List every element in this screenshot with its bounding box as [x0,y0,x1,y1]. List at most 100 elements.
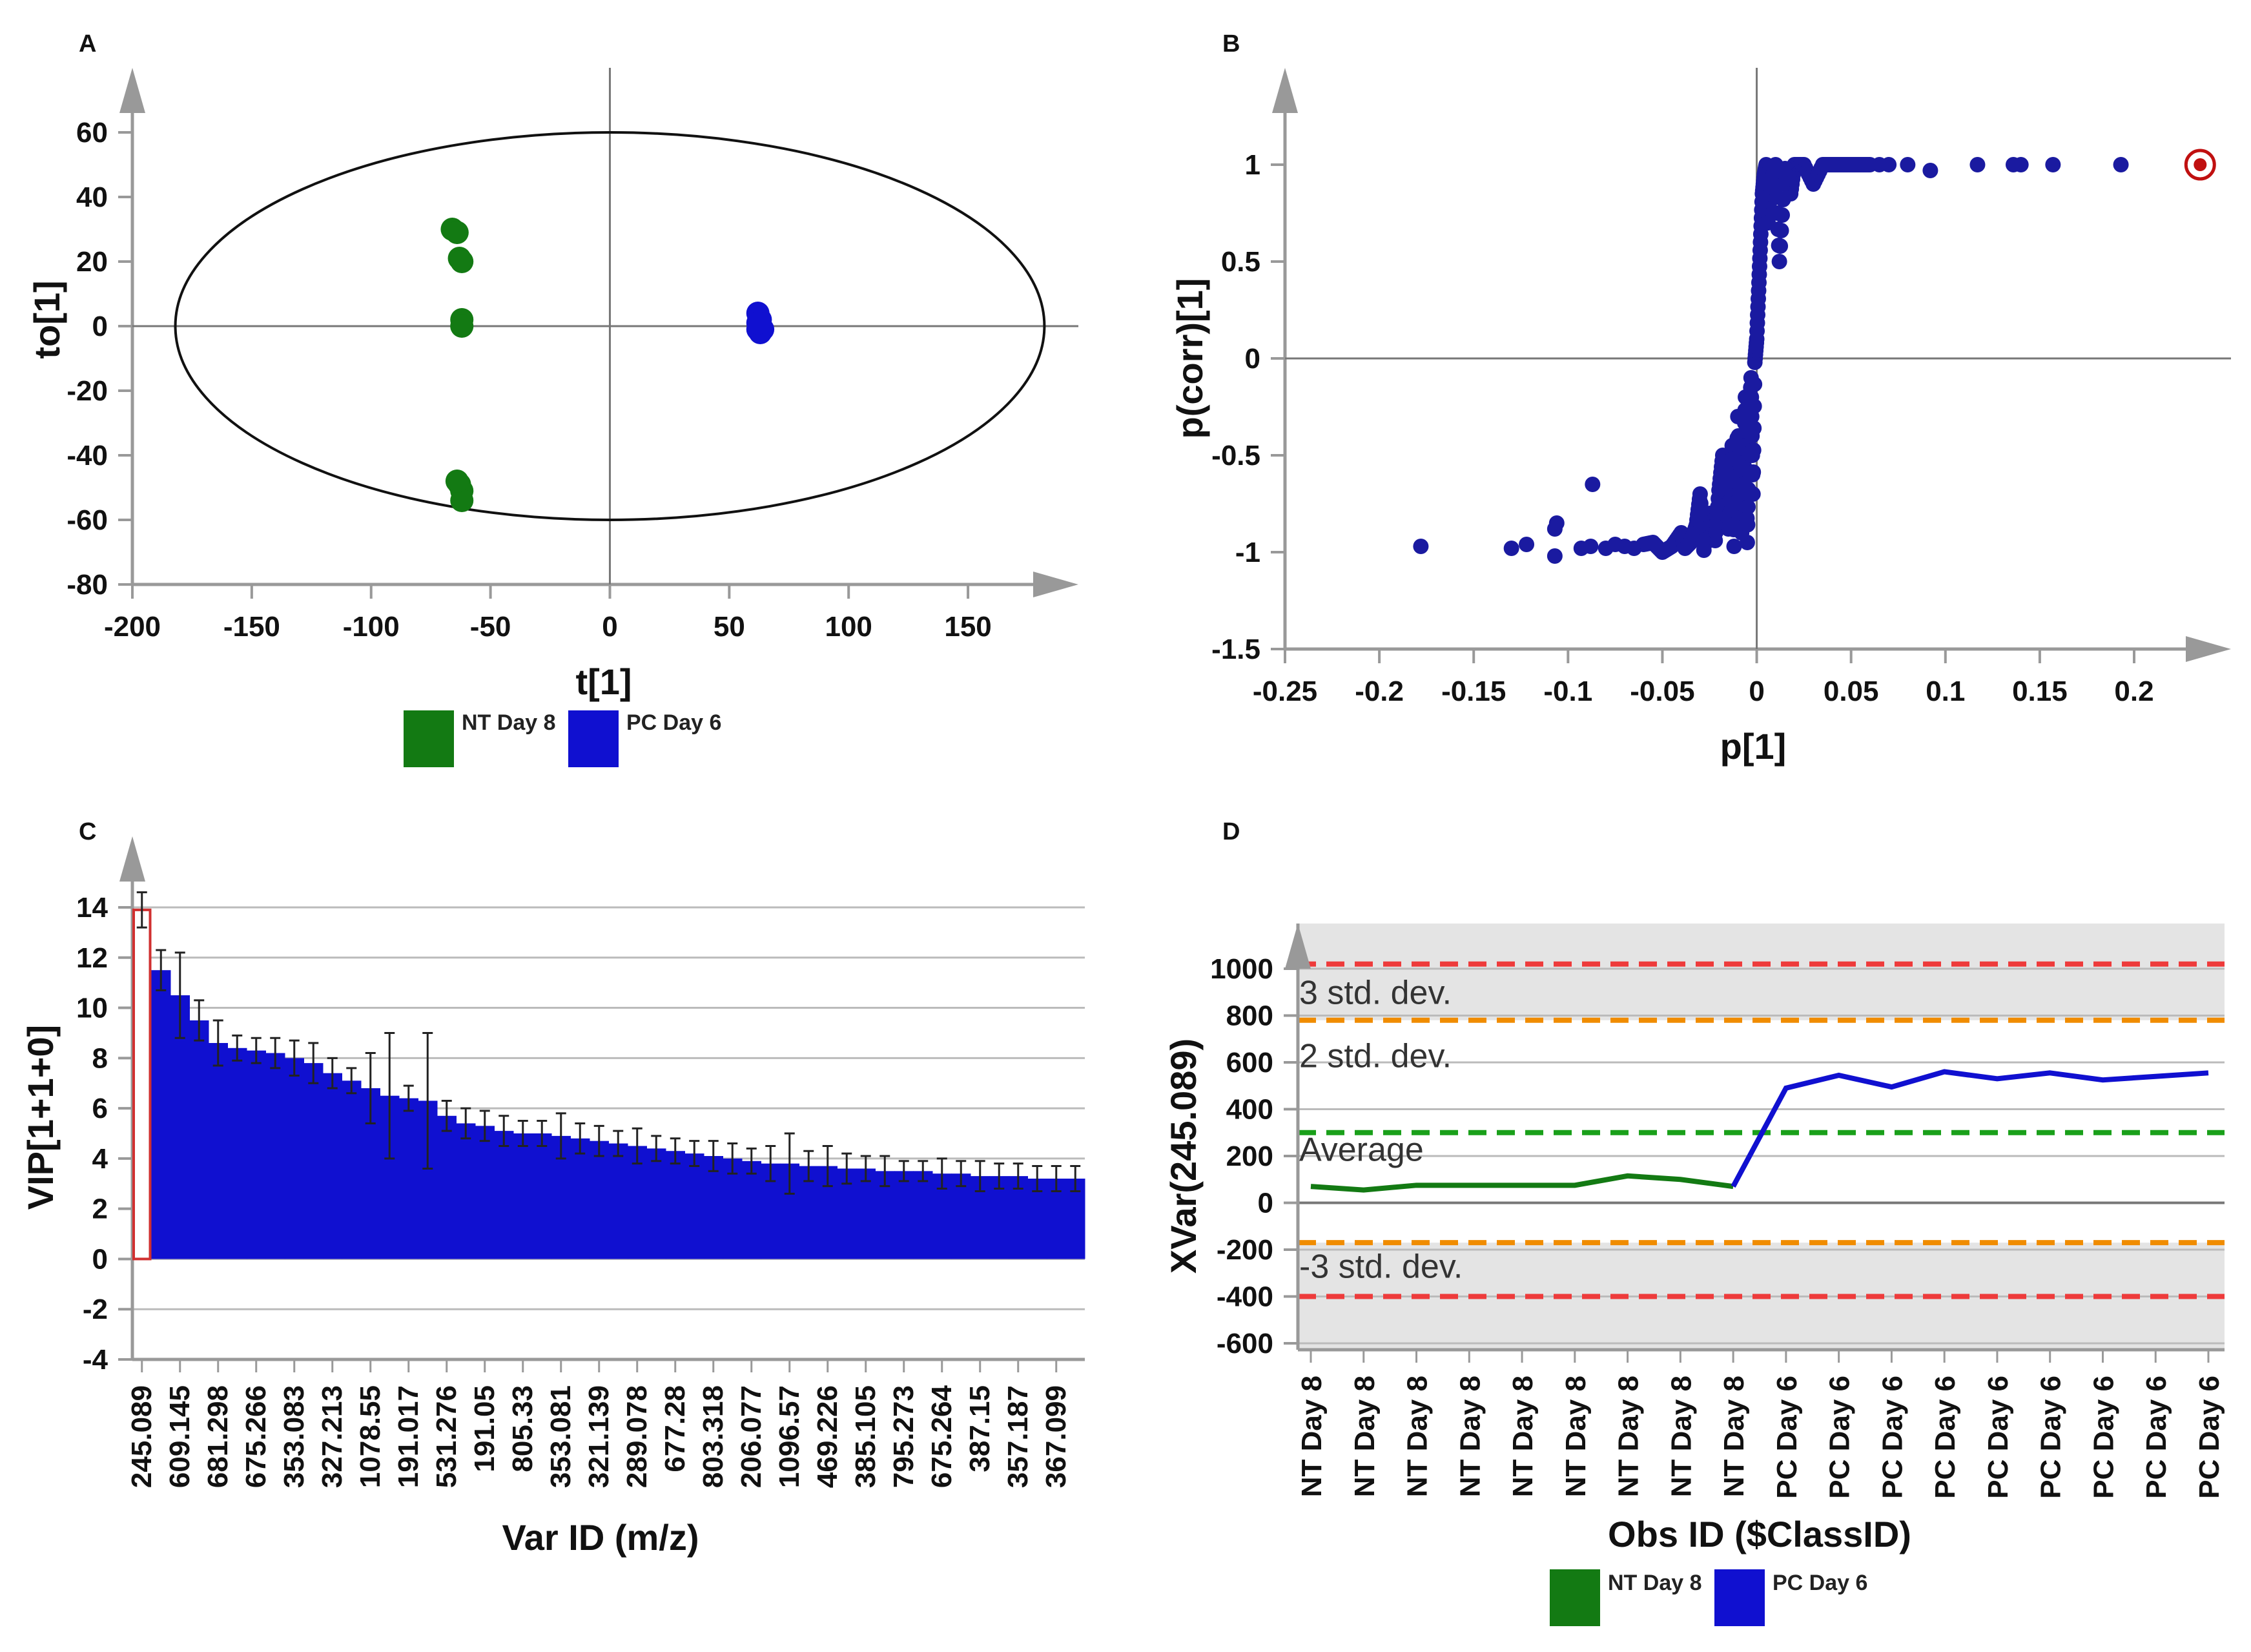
x-tick-label-d: PC Day 6 [1771,1376,1803,1499]
x-tick-label-c: 321.139 [583,1385,615,1488]
x-tick-label-b: 0.2 [2114,676,2153,707]
x-tick-label-a: -150 [223,611,280,643]
panel-a: A t[1] to[1] NT Day 8 PC Day 6 -200 -150-… [26,30,1078,767]
x-tick-label-d: NT Day 8 [1507,1376,1539,1497]
bar-c [399,1098,418,1259]
point-b [2013,157,2029,172]
point-b [1413,539,1429,554]
legend-a-label-pc: PC Day 6 [626,710,721,735]
y-tick-label-d: 1000 [1210,953,1273,985]
y-tick-label-c: 8 [92,1042,108,1074]
bar-c [189,1020,209,1259]
y-tick-label-d: 400 [1226,1094,1273,1126]
panel-d: D Obs ID ($ClassID) XVar(245.089) NT Day… [1163,818,2225,1626]
annotation-d: 3 std. dev. [1299,974,1452,1011]
x-tick-label-c: 353.081 [545,1385,577,1488]
y-tick-label-c: 2 [92,1193,108,1225]
point-b [2045,157,2061,172]
y-tick-label-a: -40 [67,440,108,471]
x-tick-label-c: 469.226 [812,1385,843,1488]
bar-c [913,1171,933,1259]
point-b [1548,515,1565,531]
point-b [1746,420,1762,436]
bar-c [704,1156,723,1259]
x-tick-label-b: 0.05 [1824,676,1879,707]
x-axis-arrow-a [1033,572,1078,597]
y-tick-label-c: 12 [76,942,108,974]
point-b [1547,548,1563,564]
ylabel-b: p(corr)[1] [1169,278,1210,439]
y-axis-arrow-a [119,68,145,113]
x-tick-label-d: PC Day 6 [2194,1376,2225,1499]
x-tick-label-b: 0 [1749,676,1764,707]
ylabel-c: VIP[1+1+0] [20,1025,61,1210]
y-tick-label-a: 60 [76,117,108,149]
point-b [1774,207,1791,223]
y-tick-label-c: 6 [92,1093,108,1124]
y-tick-label-d: 200 [1226,1141,1273,1172]
x-tick-label-c: 681.298 [202,1385,234,1488]
y-tick-label-d: 600 [1226,1047,1273,1079]
x-tick-label-a: -50 [470,611,511,643]
y-tick-label-b: 1 [1245,149,1260,181]
point-b [1745,464,1762,480]
bar-c [532,1133,552,1259]
y-tick-label-b: 0 [1245,343,1260,375]
bar-c [151,970,171,1259]
line-series-pc-d [1731,1069,2209,1188]
y-tick-label-c: -2 [83,1294,108,1325]
legend-d-swatch-pc [1714,1569,1765,1626]
point-b [1746,398,1762,414]
bar-c [1009,1176,1028,1259]
x-tick-label-d: PC Day 6 [1824,1376,1856,1499]
point-a [450,315,474,338]
point-b [1519,537,1535,552]
x-tick-label-c: 795.273 [888,1385,920,1488]
legend-d-label-nt: NT Day 8 [1608,1571,1702,1595]
x-tick-label-a: -200 [104,611,161,643]
y-tick-label-d: 0 [1258,1188,1273,1219]
point-b [1585,477,1601,492]
y-tick-label-a: 40 [76,181,108,213]
point-b [1740,517,1756,533]
point-b [1739,535,1755,550]
bar-c [513,1133,533,1259]
x-tick-label-c: 327.213 [316,1385,348,1488]
x-tick-label-d: PC Day 6 [1929,1376,1961,1499]
y-tick-label-c: 14 [76,892,108,924]
bar-c [666,1151,685,1259]
x-tick-label-a: 0 [602,611,617,643]
bar-c [342,1080,362,1259]
x-tick-label-c: 191.017 [393,1385,424,1488]
selected-point-ring-b [2184,149,2216,181]
point-b [1752,242,1768,258]
y-tick-label-c: 4 [92,1143,108,1175]
point-b [1740,499,1756,515]
x-tick-label-c: 357.187 [1002,1385,1034,1488]
y-tick-label-a: 20 [76,246,108,278]
x-tick-label-b: -0.05 [1630,676,1694,707]
x-tick-label-b: 0.15 [2012,676,2068,707]
bar-c [265,1053,285,1259]
x-tick-label-d: NT Day 8 [1296,1376,1328,1497]
bar-c [494,1131,514,1259]
x-tick-label-c: 191.05 [469,1385,500,1472]
y-tick-label-a: -20 [67,375,108,407]
point-b [1749,335,1765,351]
xlabel-a: t[1] [575,661,632,702]
point-b [1771,254,1787,269]
selected-point-b [2194,158,2207,171]
y-tick-label-c: 0 [92,1243,108,1275]
y-tick-label-d: -600 [1217,1328,1273,1359]
y-tick-label-b: -1.5 [1211,634,1260,665]
x-tick-label-a: 50 [714,611,745,643]
x-tick-label-d: PC Day 6 [2141,1376,2172,1499]
xlabel-b: p[1] [1720,726,1787,767]
y-tick-label-a: 0 [92,311,108,342]
x-tick-label-d: NT Day 8 [1718,1376,1750,1497]
x-tick-label-c: 805.33 [507,1385,539,1472]
legend-d-swatch-nt [1550,1569,1600,1626]
point-b [1773,223,1789,238]
x-tick-label-d: NT Day 8 [1560,1376,1592,1497]
ylabel-d: XVar(245.089) [1163,1038,1204,1274]
